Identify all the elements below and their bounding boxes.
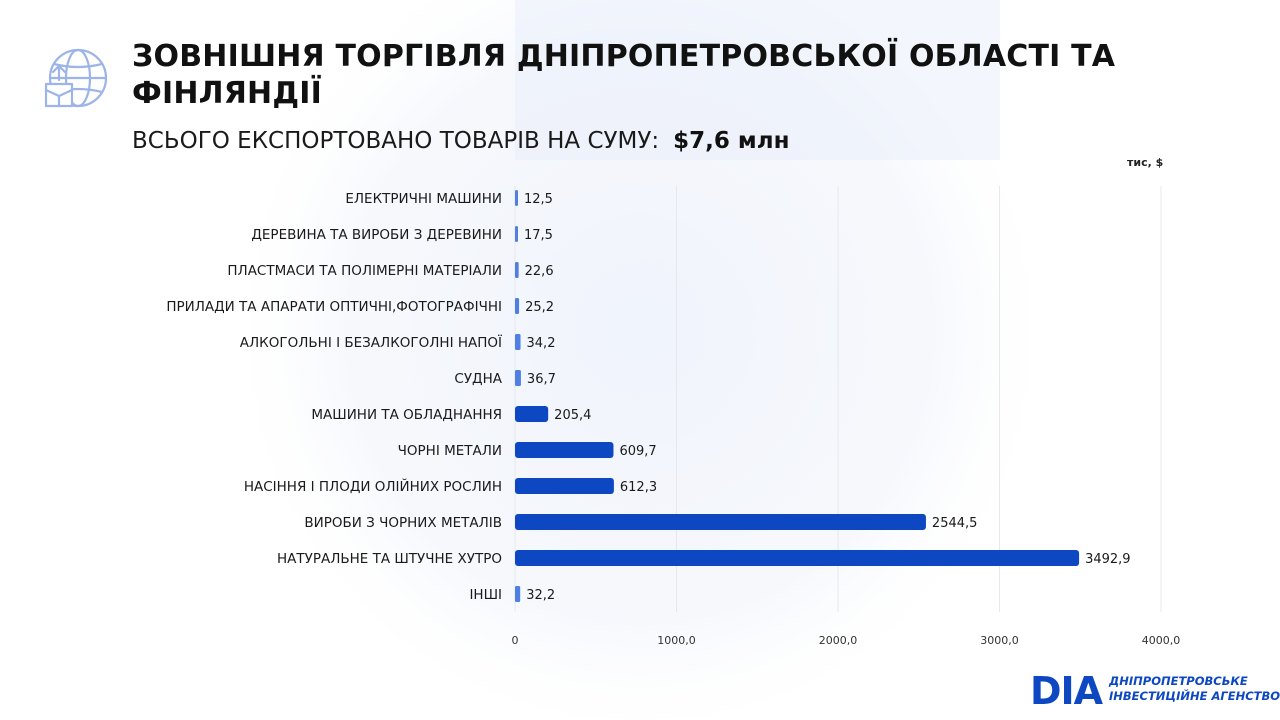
- logo-text: ДНІПРОПЕТРОВСЬКЕ ІНВЕСТИЦІЙНЕ АГЕНСТВО: [1109, 674, 1280, 704]
- labels: 0 1000,0 2000,0 3000,0 4000,0 ЕЛЕКТРИЧНІ МАШИ…: [166, 191, 1180, 647]
- value-label: 34,2: [527, 336, 556, 351]
- bar: [515, 406, 549, 422]
- export-total-label: ВСЬОГО ЕКСПОРТОВАНО ТОВАРІВ НА СУМУ:: [132, 128, 660, 154]
- x-tick-label: 2000,0: [819, 634, 858, 647]
- category-label: МАШИНИ ТА ОБЛАДНАННЯ: [311, 407, 502, 423]
- logo-mark: DIA: [1030, 669, 1104, 710]
- unit-label: тис, $: [1127, 156, 1164, 169]
- category-label: ДЕРЕВИНА ТА ВИРОБИ З ДЕРЕВИНИ: [251, 227, 502, 243]
- page-title: ЗОВНІШНЯ ТОРГІВЛЯ ДНІПРОПЕТРОВСЬКОЇ ОБЛА…: [132, 39, 1116, 111]
- x-tick-label: 3000,0: [980, 634, 1019, 647]
- grid-layer: [514, 186, 1162, 612]
- bar: [515, 514, 926, 530]
- category-label: АЛКОГОЛЬНІ І БЕЗАЛКОГОЛНІ НАПОЇ: [240, 333, 502, 351]
- category-label: ПЛАСТМАСИ ТА ПОЛІМЕРНІ МАТЕРІАЛИ: [227, 263, 502, 279]
- value-label: 25,2: [525, 300, 554, 315]
- bar: [515, 442, 614, 458]
- bars: [515, 190, 1080, 602]
- category-label: ПРИЛАДИ ТА АПАРАТИ ОПТИЧНІ,ФОТОГРАФІЧНІ: [166, 299, 502, 315]
- x-tick-label: 4000,0: [1142, 634, 1181, 647]
- bar: [515, 298, 520, 314]
- bar: [515, 226, 518, 242]
- bar: [515, 262, 519, 278]
- category-label: ЕЛЕКТРИЧНІ МАШИНИ: [345, 191, 502, 207]
- value-label: 612,3: [620, 480, 657, 495]
- x-tick-label: 1000,0: [657, 634, 696, 647]
- logo-line-2: ІНВЕСТИЦІЙНЕ АГЕНСТВО: [1109, 689, 1280, 703]
- category-label: ІНШІ: [469, 587, 502, 603]
- value-label: 12,5: [524, 192, 553, 207]
- bar: [515, 190, 518, 206]
- value-label: 3492,9: [1085, 552, 1131, 567]
- bar: [515, 586, 521, 602]
- category-label: ЧОРНІ МЕТАЛИ: [398, 443, 502, 459]
- dia-logo-icon: DIA: [1030, 669, 1105, 710]
- value-label: 17,5: [524, 228, 553, 243]
- category-label: ВИРОБИ З ЧОРНИХ МЕТАЛІВ: [304, 515, 502, 531]
- value-label: 2544,5: [932, 516, 978, 531]
- value-label: 609,7: [619, 444, 656, 459]
- bar: [515, 370, 521, 386]
- category-label: НАСІННЯ І ПЛОДИ ОЛІЙНИХ РОСЛИН: [244, 477, 502, 495]
- bar: [515, 334, 521, 350]
- value-label: 32,2: [526, 588, 555, 603]
- export-total-value: $7,6 млн: [673, 128, 790, 154]
- x-tick-label: 0: [512, 634, 519, 647]
- export-total-line: ВСЬОГО ЕКСПОРТОВАНО ТОВАРІВ НА СУМУ: $7,6…: [132, 124, 789, 158]
- category-label: НАТУРАЛЬНЕ ТА ШТУЧНЕ ХУТРО: [277, 551, 502, 567]
- category-label: СУДНА: [454, 371, 502, 387]
- value-label: 22,6: [525, 264, 554, 279]
- globe-export-icon: [44, 48, 108, 108]
- bar: [515, 478, 614, 494]
- bar: [515, 550, 1080, 566]
- value-label: 36,7: [527, 372, 556, 387]
- logo-line-1: ДНІПРОПЕТРОВСЬКЕ: [1109, 674, 1248, 688]
- value-label: 205,4: [554, 408, 591, 423]
